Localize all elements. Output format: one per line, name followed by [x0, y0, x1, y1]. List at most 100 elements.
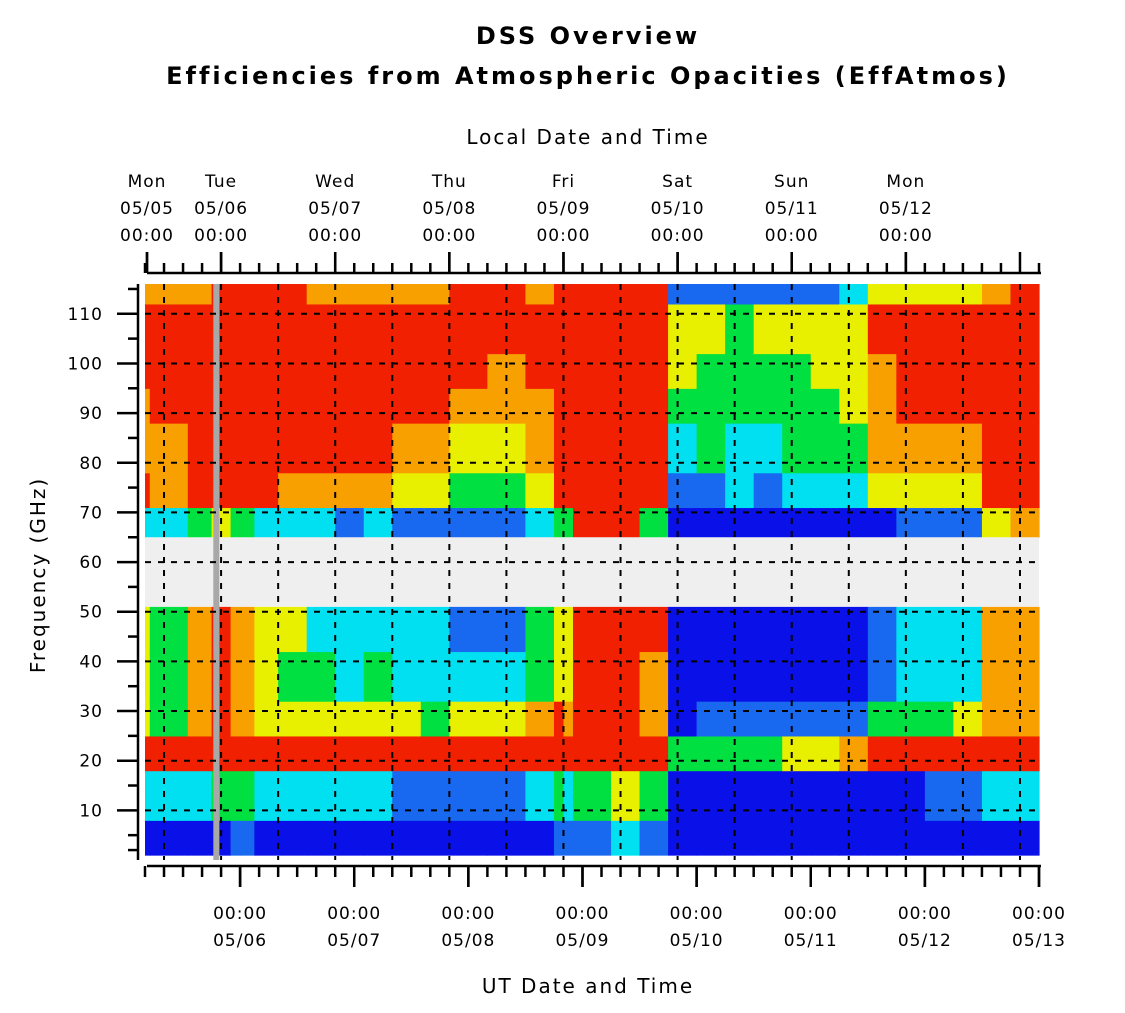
heatmap-cell: [725, 606, 755, 653]
heatmap-cell: [525, 284, 555, 305]
heatmap-cell: [782, 820, 812, 856]
heatmap-cell: [753, 353, 783, 389]
heatmap-cell: [230, 423, 241, 474]
local-tick-day: Thu: [431, 172, 467, 192]
heatmap-cell: [572, 701, 612, 737]
heatmap-cell: [810, 423, 840, 474]
heatmap-cell: [668, 284, 698, 305]
heatmap-cell: [278, 606, 308, 653]
heatmap-cell: [335, 735, 365, 772]
heatmap-cell: [639, 423, 669, 474]
heatmap-cell: [145, 770, 151, 821]
heatmap-cell: [867, 423, 897, 474]
heatmap-cell: [668, 472, 698, 509]
heatmap-cell: [725, 651, 755, 702]
heatmap-cell: [363, 353, 393, 389]
heatmap-cell: [363, 701, 393, 737]
heatmap-cell: [563, 820, 574, 856]
heatmap-cell: [753, 284, 783, 305]
heatmap-cell: [240, 770, 255, 821]
heatmap-cell: [230, 284, 241, 305]
heatmap-cell: [187, 284, 213, 305]
y-axis-label: Frequency (GHz): [26, 477, 50, 673]
local-tick-date: 05/09: [536, 199, 590, 219]
heatmap-cell: [696, 735, 726, 772]
heatmap-cell: [896, 820, 926, 856]
heatmap-cell: [335, 284, 365, 305]
heatmap-cell: [839, 820, 869, 856]
heatmap-cell: [525, 701, 555, 737]
heatmap-cell: [392, 735, 422, 772]
heatmap-cell: [306, 651, 336, 702]
ut-tick-date: 05/08: [441, 931, 495, 951]
heatmap-cell: [696, 606, 726, 653]
heatmap-cell: [278, 735, 308, 772]
heatmap-cell: [240, 701, 255, 737]
local-time-label: Fri 05/09 00:00: [536, 172, 590, 246]
local-tick-time: 00:00: [194, 226, 248, 246]
heatmap-cell: [839, 735, 869, 772]
heatmap-cell: [145, 388, 151, 424]
frequency-ticks: 10 20 30 40 50 60 70 80 90 100 110: [68, 287, 138, 852]
heatmap-cell: [753, 606, 783, 653]
heatmap-cell: [187, 651, 213, 702]
heatmap-cell: [487, 472, 527, 509]
heatmap-cell: [725, 820, 755, 856]
heatmap-cell: [867, 472, 897, 509]
heatmap-cell: [1010, 472, 1040, 509]
heatmap-cell: [449, 423, 488, 474]
heatmap-cell: [639, 820, 669, 856]
heatmap-cell: [953, 353, 983, 389]
heatmap-cell: [668, 770, 698, 821]
heatmap-cell: [230, 735, 241, 772]
y-tick-label: 110: [68, 305, 103, 325]
heatmap-cell: [149, 735, 189, 772]
x-axis-bottom-label: UT Date and Time: [482, 974, 694, 998]
heatmap-cell: [306, 353, 336, 389]
heatmap-cell: [420, 770, 450, 821]
local-tick-day: Wed: [315, 172, 355, 192]
heatmap-cell: [867, 303, 897, 355]
heatmap-cell: [487, 284, 527, 305]
heatmap-cell: [254, 472, 279, 509]
heatmap-cell: [420, 820, 450, 856]
heatmap-cell: [753, 770, 783, 821]
heatmap-cell: [981, 701, 1012, 737]
heatmap-cell: [668, 388, 698, 424]
gridlines: [145, 284, 1039, 860]
heatmap-cell: [363, 820, 393, 856]
local-tick-day: Sat: [662, 172, 693, 192]
heatmap-cell: [278, 472, 308, 509]
heatmap-cell: [420, 651, 450, 702]
local-time-label: Sun 05/11 00:00: [765, 172, 818, 246]
heatmap-cell: [230, 353, 241, 389]
heatmap-cell: [563, 651, 574, 702]
heatmap-cell: [240, 735, 255, 772]
heatmap-cell: [896, 606, 926, 653]
heatmap-cell: [725, 423, 755, 474]
heatmap-cell: [420, 353, 450, 389]
heatmap-cell: [572, 606, 612, 653]
heatmap-cell: [149, 507, 189, 538]
heatmap-cell: [572, 423, 612, 474]
heatmap-cell: [553, 303, 565, 355]
heatmap-cell: [525, 606, 555, 653]
heatmap-cell: [525, 303, 555, 355]
ut-tick-time: 00:00: [441, 904, 495, 924]
heatmap-cell: [696, 472, 726, 509]
heatmap-cell: [553, 606, 565, 653]
local-tick-date: 05/07: [308, 199, 362, 219]
heatmap-cell: [1010, 820, 1040, 856]
heatmap-cell: [335, 303, 365, 355]
y-tick-label: 30: [79, 702, 103, 722]
heatmap-cell: [572, 472, 612, 509]
heatmap-cell: [149, 820, 189, 856]
heatmap-cell: [187, 423, 213, 474]
heatmap-cell: [563, 388, 574, 424]
local-tick-day: Mon: [128, 172, 167, 192]
heatmap-cell: [639, 388, 669, 424]
ut-tick-time: 00:00: [784, 904, 838, 924]
heatmap-cell: [953, 284, 983, 305]
heatmap-cell: [449, 606, 488, 653]
heatmap-cell: [230, 472, 241, 509]
